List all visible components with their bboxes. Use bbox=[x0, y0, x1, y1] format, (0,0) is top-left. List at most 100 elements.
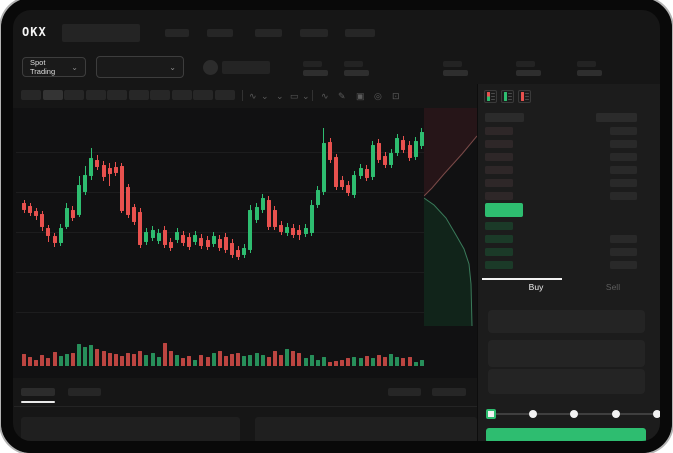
okx-logo[interactable]: OKX bbox=[22, 25, 47, 39]
volume-bar bbox=[70, 353, 75, 366]
orderbook-bid-row[interactable] bbox=[478, 235, 673, 243]
buy-submit-button[interactable] bbox=[486, 428, 646, 443]
candle bbox=[230, 243, 235, 255]
slider-stop[interactable] bbox=[611, 410, 620, 418]
asks-book-icon[interactable] bbox=[518, 90, 531, 103]
interval-button-placeholder[interactable] bbox=[107, 90, 127, 100]
candle bbox=[321, 143, 326, 192]
chevron-down-icon: ⌄ bbox=[71, 62, 78, 72]
combined-book-icon[interactable] bbox=[484, 90, 497, 103]
ask-price bbox=[485, 179, 513, 187]
tab-sell[interactable]: Sell bbox=[605, 282, 621, 292]
candle bbox=[83, 175, 88, 192]
nav-item-placeholder[interactable] bbox=[345, 29, 375, 37]
slider-stop[interactable] bbox=[528, 410, 537, 418]
candle bbox=[77, 185, 82, 215]
volume-bar bbox=[297, 353, 302, 366]
tab-buy[interactable]: Buy bbox=[528, 282, 544, 292]
volume-bar bbox=[77, 344, 82, 366]
volume-bar bbox=[358, 358, 363, 366]
volume-bar bbox=[107, 353, 112, 366]
snapshot-icon[interactable]: ▣ bbox=[356, 91, 365, 101]
nav-item-placeholder[interactable] bbox=[300, 29, 328, 37]
candle bbox=[395, 138, 400, 153]
interval-button-placeholder[interactable] bbox=[193, 90, 213, 100]
volume-bar bbox=[383, 357, 388, 366]
candle bbox=[358, 168, 363, 176]
nav-item-placeholder[interactable] bbox=[165, 29, 189, 37]
orderbook-bid-row[interactable] bbox=[478, 222, 673, 230]
orderbook-ask-row[interactable] bbox=[478, 127, 673, 135]
orderbook-bid-row[interactable] bbox=[478, 248, 673, 256]
nav-item-placeholder[interactable] bbox=[207, 29, 233, 37]
candle bbox=[401, 140, 406, 150]
orderbook-ask-row[interactable] bbox=[478, 140, 673, 148]
interval-button-placeholder[interactable] bbox=[85, 90, 106, 100]
volume-bar bbox=[352, 357, 357, 366]
candle bbox=[297, 230, 302, 235]
spot-trading-label: Spot Trading bbox=[30, 58, 56, 76]
interval-button-placeholder[interactable] bbox=[64, 90, 84, 100]
volume-bar bbox=[89, 345, 94, 366]
candle-style-chevron-icon[interactable]: ⌄ bbox=[261, 91, 269, 101]
orders-filter-button[interactable] bbox=[388, 388, 421, 396]
chevron-down-icon: ⌄ bbox=[169, 62, 176, 72]
nav-item-placeholder[interactable] bbox=[255, 29, 282, 37]
volume-bar bbox=[364, 356, 369, 366]
interval-button-placeholder[interactable] bbox=[42, 90, 63, 100]
candle bbox=[181, 235, 186, 243]
interval-chevron-icon[interactable]: ⌄ bbox=[276, 91, 284, 101]
bids-book-icon[interactable] bbox=[501, 90, 514, 103]
amount-input[interactable] bbox=[488, 340, 645, 367]
orderbook-ask-row[interactable] bbox=[478, 153, 673, 161]
slider-handle[interactable] bbox=[486, 409, 496, 419]
candlestick-chart[interactable] bbox=[12, 108, 477, 378]
history-tab[interactable] bbox=[68, 388, 101, 396]
line-tool-icon[interactable]: ∿ bbox=[321, 91, 329, 101]
orderbook-ask-row[interactable] bbox=[478, 192, 673, 200]
volume-bar bbox=[217, 351, 222, 366]
bid-price bbox=[485, 248, 513, 256]
volume-bar bbox=[119, 356, 124, 366]
bid-amount bbox=[610, 235, 637, 243]
slider-stop[interactable] bbox=[653, 410, 661, 418]
orderbook-ask-row[interactable] bbox=[478, 179, 673, 187]
indicator-badge-icon[interactable]: ▭ bbox=[290, 91, 299, 101]
draw-tool-icon[interactable]: ✎ bbox=[338, 91, 346, 101]
interval-button-placeholder[interactable] bbox=[150, 90, 170, 100]
interval-button-placeholder[interactable] bbox=[128, 90, 149, 100]
candle bbox=[248, 210, 253, 250]
candle-style-icon[interactable]: ∿ bbox=[249, 91, 257, 101]
search-input[interactable] bbox=[62, 24, 140, 42]
candle bbox=[279, 225, 284, 232]
spot-trading-dropdown[interactable]: Spot Trading ⌄ bbox=[22, 57, 86, 77]
candle bbox=[334, 157, 339, 187]
interval-button-placeholder[interactable] bbox=[214, 90, 235, 100]
settings-icon[interactable]: ◎ bbox=[374, 91, 382, 101]
volume-bar bbox=[22, 354, 26, 366]
slider-stop[interactable] bbox=[570, 410, 578, 418]
ticker-stat-label bbox=[303, 61, 322, 67]
total-input[interactable] bbox=[488, 369, 645, 394]
orders-more-button[interactable] bbox=[432, 388, 466, 396]
ask-amount bbox=[610, 179, 637, 187]
ask-amount bbox=[610, 192, 637, 200]
orderbook-ask-row[interactable] bbox=[478, 166, 673, 174]
price-input[interactable] bbox=[488, 310, 645, 333]
fullscreen-icon[interactable]: ⊡ bbox=[392, 91, 400, 101]
ticker-stat-label bbox=[344, 61, 363, 67]
orderbook-header-price bbox=[485, 113, 524, 122]
interval-button-placeholder[interactable] bbox=[21, 90, 41, 100]
volume-bar bbox=[309, 355, 314, 366]
candle bbox=[144, 232, 149, 242]
market-pair-dropdown[interactable]: ⌄ bbox=[96, 56, 184, 78]
indicator-chevron-icon[interactable]: ⌄ bbox=[302, 91, 310, 101]
chart-gridline bbox=[16, 152, 424, 153]
orderbook-bid-row[interactable] bbox=[478, 261, 673, 269]
volume-bar bbox=[162, 343, 167, 366]
interval-button-placeholder[interactable] bbox=[171, 90, 192, 100]
last-price[interactable] bbox=[485, 203, 523, 217]
volume-bar bbox=[40, 355, 45, 366]
orders-tab[interactable] bbox=[21, 388, 55, 396]
candle bbox=[236, 250, 241, 257]
